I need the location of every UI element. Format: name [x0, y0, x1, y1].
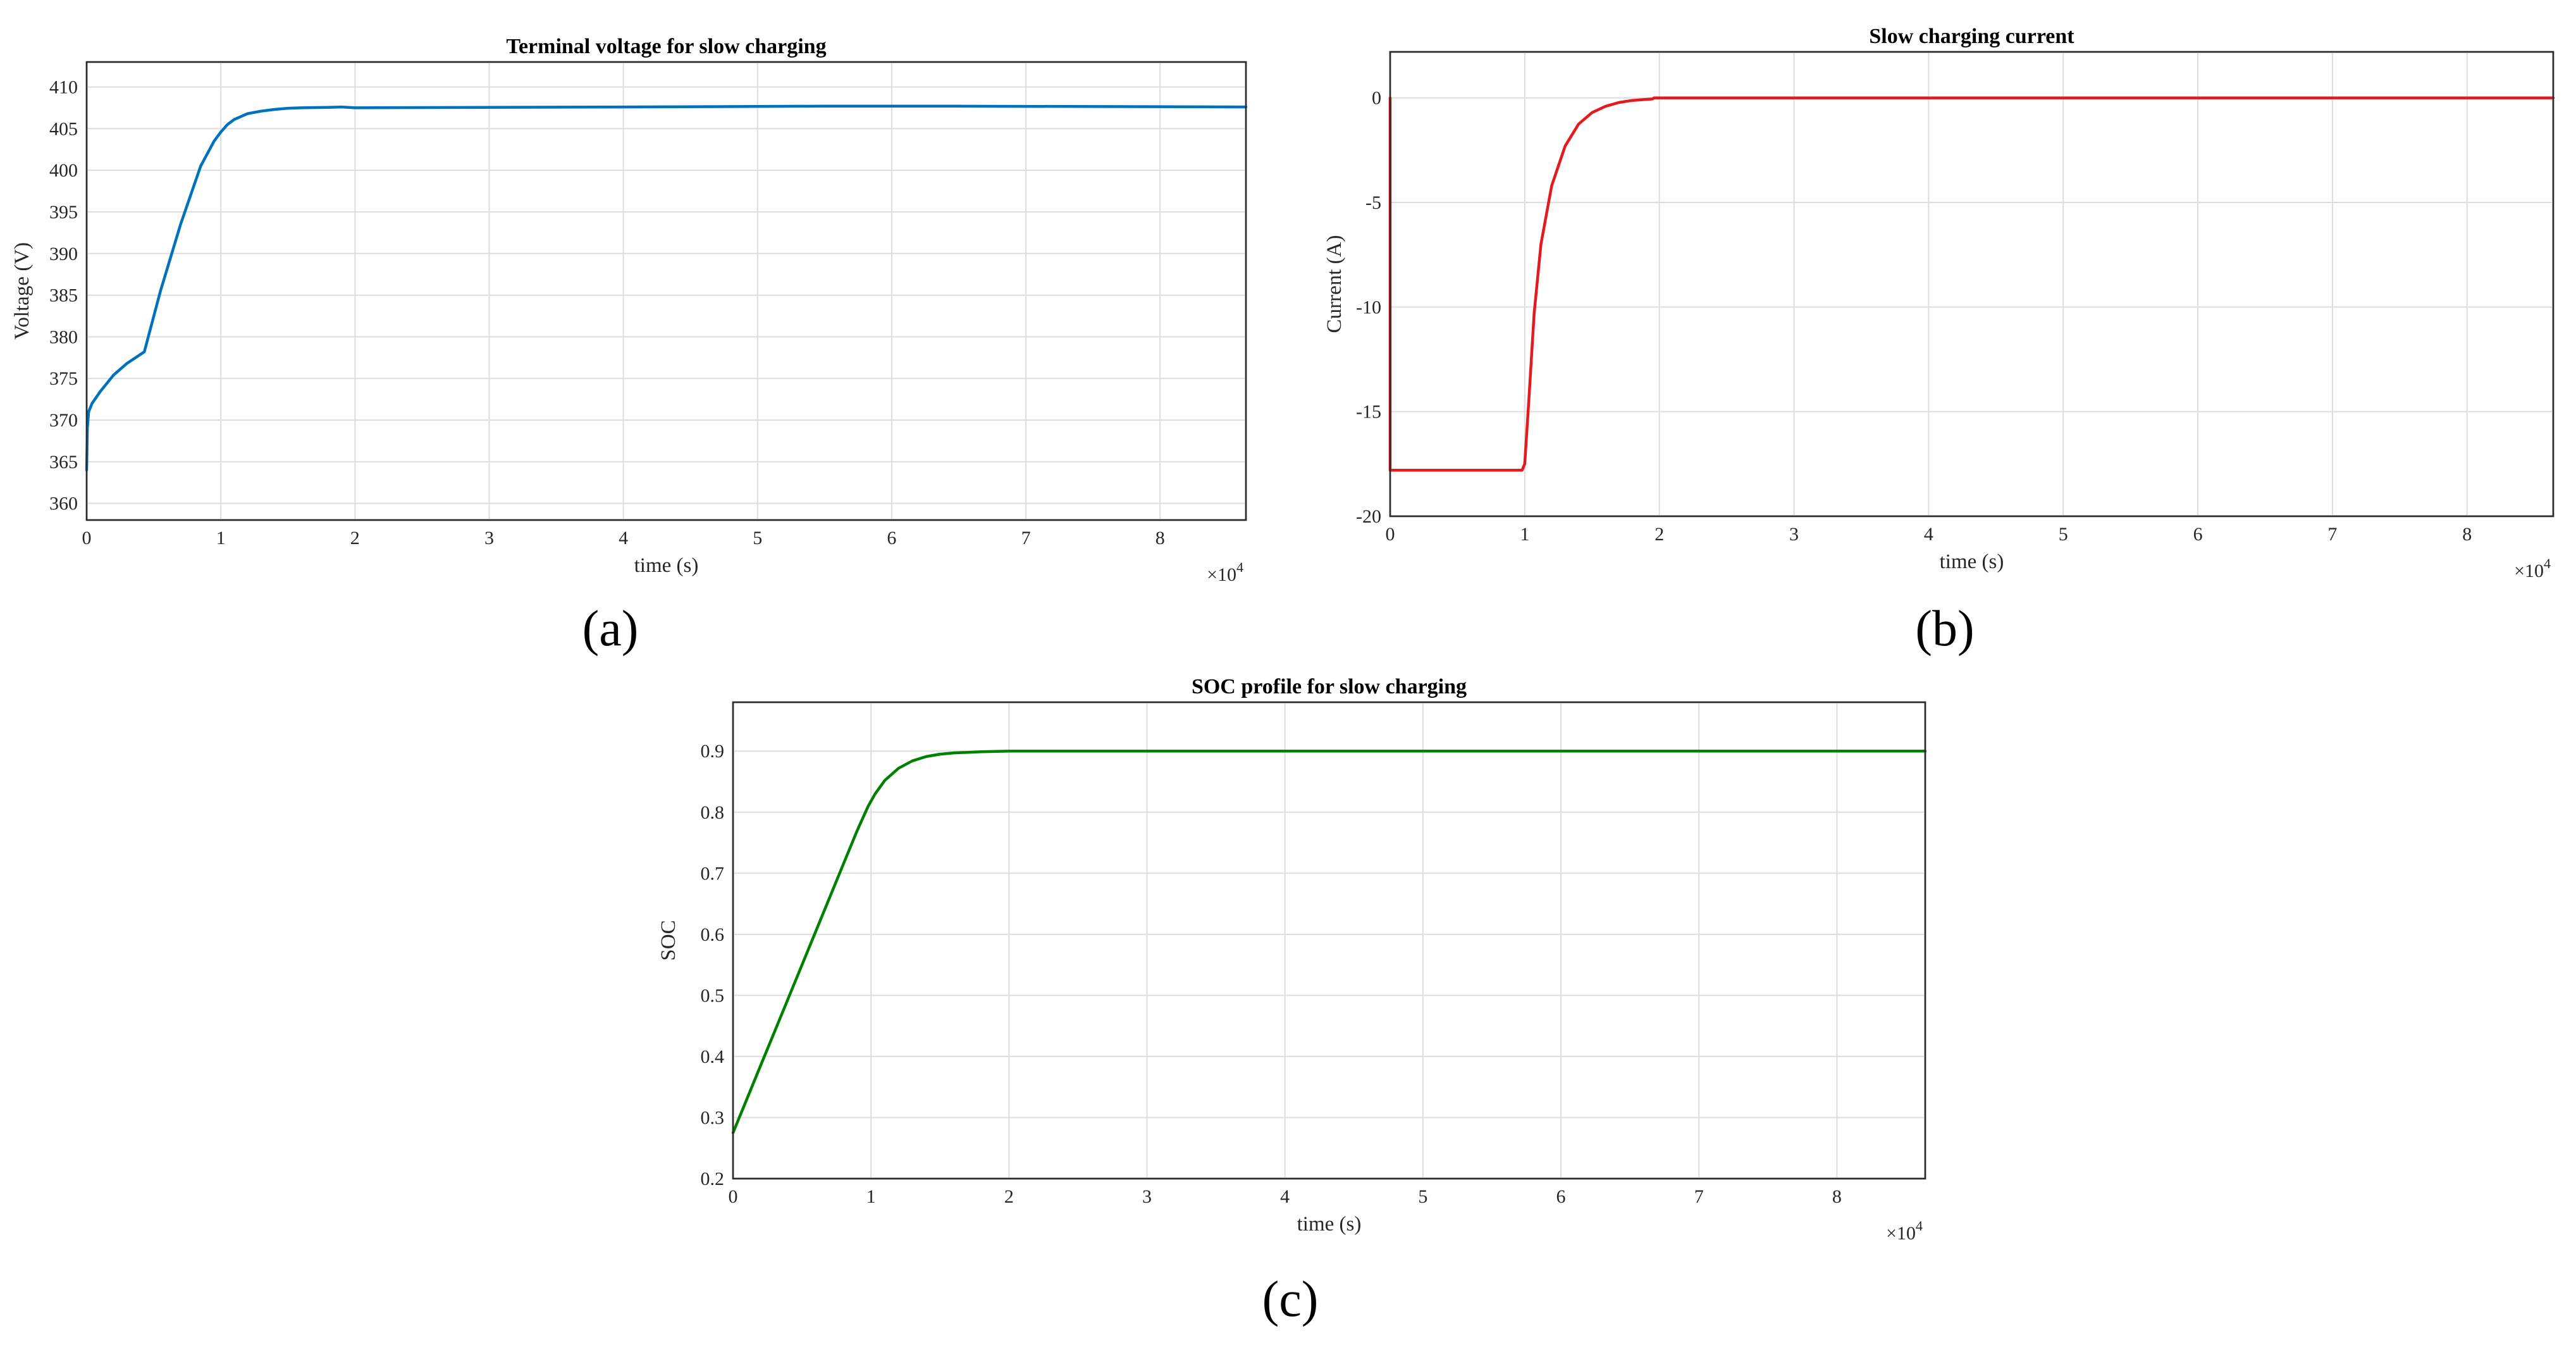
y-tick-label: 0.8 — [701, 802, 725, 823]
y-tick-label: 390 — [49, 244, 78, 264]
series-line — [1388, 96, 2555, 472]
x-axis-label: time (s) — [1940, 550, 2004, 573]
chart-title: Slow charging current — [1869, 25, 2074, 48]
y-tick-label: -10 — [1356, 297, 1381, 318]
y-tick-label: 0.3 — [701, 1107, 725, 1128]
x-tick-label: 2 — [1004, 1186, 1014, 1207]
plot-border — [732, 701, 1926, 1180]
x-axis-label: time (s) — [1297, 1213, 1362, 1236]
y-tick-label: 360 — [49, 493, 78, 514]
y-tick-label: -5 — [1365, 192, 1381, 213]
x-exponent-base: ×10 — [2514, 561, 2544, 581]
y-tick-label: 365 — [49, 452, 78, 473]
plot-border — [85, 61, 1247, 521]
x-tick-label: 2 — [350, 528, 360, 549]
chart-panel-c: 0 1 2 3 4 5 6 7 8 0.2 0.3 0.4 0.5 0.6 0.7 0.8 0.9 SOC pro… — [657, 675, 1927, 1327]
x-tick-label: 8 — [1156, 528, 1165, 549]
x-tick-label: 5 — [1418, 1186, 1427, 1207]
series-line — [731, 749, 1927, 1134]
panel-label: (b) — [1915, 601, 1974, 657]
y-tick-label: 400 — [49, 160, 78, 181]
x-tick-label: 6 — [2193, 524, 2203, 545]
x-tick-label: 4 — [1924, 524, 1933, 545]
plot-border — [1389, 51, 2554, 518]
x-tick-label: 8 — [2462, 524, 2472, 545]
x-tick-label: 5 — [753, 528, 762, 549]
x-tick-label: 0 — [729, 1186, 738, 1207]
x-exponent-base: ×10 — [1886, 1223, 1916, 1244]
y-tick-label: -20 — [1356, 506, 1381, 527]
y-tick-label: 0.7 — [701, 863, 725, 884]
x-exponent-label: ×104 — [1886, 1218, 1923, 1244]
y-tick-label: 410 — [49, 77, 78, 97]
chart-title: Terminal voltage for slow charging — [506, 35, 826, 58]
y-tick-label: 0.5 — [701, 985, 725, 1006]
x-tick-label: 0 — [82, 528, 92, 549]
x-tick-label: 3 — [1789, 524, 1799, 545]
x-exponent-power: 4 — [1916, 1218, 1923, 1234]
x-tick-label: 2 — [1655, 524, 1664, 545]
x-exponent-label: ×104 — [1207, 559, 1243, 585]
y-tick-label: 0 — [1372, 88, 1381, 109]
chart-panel-a: 0 1 2 3 4 5 6 7 8 360 365 370 375 380 385 390 395 400 405 4… — [11, 35, 1248, 657]
x-tick-label: 7 — [1694, 1186, 1704, 1207]
panel-label: (c) — [1262, 1272, 1319, 1327]
y-axis-label: Current (A) — [1323, 235, 1346, 333]
chart-panel-b: 0 1 2 3 4 5 6 7 8 -20 -15 -10 -5 0 Slow charging curre… — [1323, 25, 2555, 657]
plot-area — [85, 61, 1247, 521]
x-axis-label: time (s) — [634, 554, 699, 577]
y-tick-label: 0.2 — [701, 1168, 725, 1189]
x-exponent-power: 4 — [2544, 555, 2551, 571]
x-tick-label: 3 — [484, 528, 494, 549]
y-tick-label: 405 — [49, 118, 78, 139]
y-tick-label: 380 — [49, 326, 78, 347]
x-tick-label: 1 — [866, 1186, 876, 1207]
y-tick-label: 370 — [49, 410, 78, 431]
x-tick-label: 5 — [2059, 524, 2068, 545]
x-tick-label: 3 — [1142, 1186, 1152, 1207]
x-tick-label: 8 — [1832, 1186, 1842, 1207]
x-tick-label: 1 — [1520, 524, 1529, 545]
y-tick-label: 0.4 — [701, 1046, 725, 1067]
panel-label: (a) — [582, 601, 639, 657]
x-tick-label: 6 — [1556, 1186, 1566, 1207]
y-tick-label: 0.9 — [701, 741, 725, 762]
y-tick-label: -15 — [1356, 402, 1381, 423]
y-tick-label: 395 — [49, 202, 78, 223]
x-tick-label: 0 — [1386, 524, 1395, 545]
x-exponent-label: ×104 — [2514, 555, 2551, 581]
x-tick-label: 6 — [887, 528, 896, 549]
x-tick-label: 4 — [1280, 1186, 1290, 1207]
y-tick-label: 0.6 — [701, 924, 725, 945]
x-exponent-power: 4 — [1236, 559, 1243, 575]
plot-area — [1389, 51, 2554, 518]
x-tick-label: 7 — [1021, 528, 1031, 549]
x-tick-label: 4 — [619, 528, 628, 549]
x-tick-label: 7 — [2327, 524, 2337, 545]
plot-area — [732, 701, 1926, 1180]
x-exponent-base: ×10 — [1207, 564, 1236, 585]
series-line — [85, 104, 1248, 472]
y-tick-label: 385 — [49, 285, 78, 306]
x-tick-label: 1 — [216, 528, 226, 549]
chart-title: SOC profile for slow charging — [1192, 675, 1467, 698]
y-axis-label: Voltage (V) — [11, 242, 34, 340]
y-axis-label: SOC — [657, 920, 680, 960]
y-tick-label: 375 — [49, 368, 78, 389]
